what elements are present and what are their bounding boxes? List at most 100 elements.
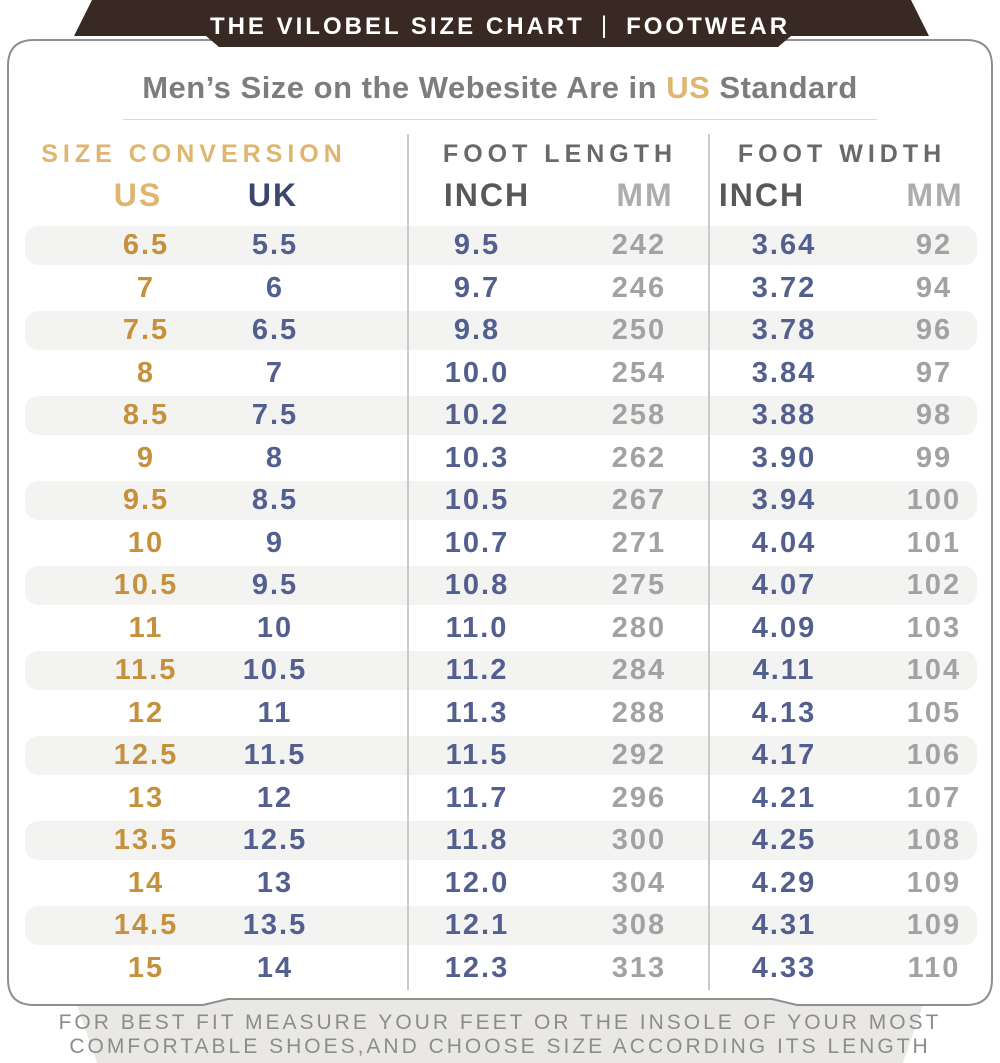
cell-width-mm: 104 — [906, 654, 962, 686]
cell-width-inch: 3.84 — [751, 356, 817, 389]
cell-uk-size: 10.5 — [242, 654, 308, 686]
cell-width-inch: 4.04 — [751, 526, 817, 559]
cell-uk-size: 12.5 — [242, 824, 308, 856]
table-row: 7.5 6.5 9.8 250 3.78 96 — [25, 309, 977, 352]
group-header-foot-length: FOOT LENGTH — [442, 140, 678, 168]
cell-length-inch: 11.2 — [445, 654, 509, 686]
cell-length-mm: 262 — [611, 441, 667, 474]
table-row: 11 10 11.0 280 4.09 103 — [25, 607, 977, 650]
cell-length-inch: 11.3 — [445, 696, 509, 729]
group-header-size-conversion: SIZE CONVERSION — [41, 140, 347, 168]
cell-width-mm: 92 — [915, 229, 953, 261]
cell-length-inch: 10.7 — [444, 526, 510, 559]
cell-width-inch: 3.88 — [751, 399, 817, 431]
cell-us-size: 6.5 — [122, 229, 170, 261]
cell-width-mm: 101 — [906, 526, 962, 559]
cell-length-inch: 10.5 — [444, 484, 510, 516]
cell-uk-size: 12 — [256, 781, 294, 814]
group-header-foot-width: FOOT WIDTH — [737, 140, 947, 168]
table-row: 6.5 5.5 9.5 242 3.64 92 — [25, 224, 977, 267]
cell-us-size: 8.5 — [122, 399, 170, 431]
table-row: 8.5 7.5 10.2 258 3.88 98 — [25, 394, 977, 437]
banner-title-left: THE VILOBEL SIZE CHART — [209, 13, 585, 40]
banner-title: THE VILOBEL SIZE CHART | FOOTWEAR — [0, 12, 1000, 41]
cell-width-mm: 99 — [915, 441, 953, 474]
page-title-prefix: Men’s Size on the Webesite Are in — [142, 70, 667, 105]
cell-length-mm: 271 — [611, 526, 667, 559]
table-row: 10.5 9.5 10.8 275 4.07 102 — [25, 564, 977, 607]
cell-length-inch: 10.0 — [444, 356, 510, 389]
table-row: 9.5 8.5 10.5 267 3.94 100 — [25, 479, 977, 522]
cell-us-size: 9.5 — [122, 484, 170, 516]
cell-width-inch: 4.09 — [751, 611, 817, 644]
footer-bar-shape — [77, 999, 923, 1063]
cell-us-size: 13 — [127, 781, 165, 814]
cell-us-size: 15 — [127, 951, 165, 984]
cell-us-size: 14.5 — [113, 909, 179, 941]
cell-uk-size: 13.5 — [242, 909, 308, 941]
cell-length-mm: 288 — [611, 696, 667, 729]
cell-uk-size: 6.5 — [251, 314, 299, 346]
cell-uk-size: 11.5 — [243, 739, 307, 771]
cell-uk-size: 6 — [265, 271, 285, 304]
cell-width-inch: 3.78 — [751, 314, 817, 346]
cell-width-mm: 102 — [906, 569, 962, 601]
cell-us-size: 11 — [128, 611, 164, 644]
cell-uk-size: 14 — [256, 951, 294, 984]
cell-length-mm: 292 — [611, 739, 667, 771]
cell-length-mm: 258 — [611, 399, 667, 431]
cell-us-size: 11.5 — [114, 654, 178, 686]
table-row: 8 7 10.0 254 3.84 97 — [25, 352, 977, 395]
cell-length-inch: 11.5 — [445, 739, 509, 771]
cell-width-mm: 109 — [906, 866, 962, 899]
cell-width-mm: 107 — [906, 781, 962, 814]
cell-length-inch: 9.5 — [453, 229, 501, 261]
cell-length-mm: 250 — [611, 314, 667, 346]
cell-uk-size: 9 — [265, 526, 285, 559]
cell-width-mm: 98 — [915, 399, 953, 431]
cell-uk-size: 13 — [256, 866, 294, 899]
cell-width-inch: 4.07 — [751, 569, 817, 601]
cell-length-mm: 275 — [611, 569, 667, 601]
cell-width-inch: 4.31 — [751, 909, 817, 941]
table-row: 9 8 10.3 262 3.90 99 — [25, 437, 977, 480]
cell-us-size: 9 — [136, 441, 156, 474]
cell-width-inch: 4.11 — [752, 654, 816, 686]
column-header-length-mm: MM — [616, 177, 674, 213]
table-row: 12.5 11.5 11.5 292 4.17 106 — [25, 734, 977, 777]
cell-length-inch: 11.0 — [445, 611, 509, 644]
column-header-width-inch: INCH — [718, 177, 806, 213]
table-row: 13.5 12.5 11.8 300 4.25 108 — [25, 819, 977, 862]
cell-us-size: 7 — [136, 271, 156, 304]
table-row: 10 9 10.7 271 4.04 101 — [25, 522, 977, 565]
cell-length-mm: 300 — [611, 824, 667, 856]
cell-width-inch: 4.33 — [751, 951, 817, 984]
column-header-us: US — [113, 177, 163, 213]
cell-length-mm: 267 — [611, 484, 667, 516]
title-divider-line — [123, 119, 877, 120]
cell-us-size: 10 — [127, 526, 165, 559]
table-row: 14 13 12.0 304 4.29 109 — [25, 862, 977, 905]
cell-us-size: 8 — [136, 356, 156, 389]
footer-note-line2: COMFORTABLE SHOES,AND CHOOSE SIZE ACCORD… — [69, 1035, 931, 1058]
cell-width-mm: 106 — [906, 739, 962, 771]
cell-uk-size: 10 — [256, 611, 294, 644]
cell-length-mm: 254 — [611, 356, 667, 389]
table-row: 14.5 13.5 12.1 308 4.31 109 — [25, 904, 977, 947]
cell-uk-size: 9.5 — [251, 569, 299, 601]
cell-width-mm: 103 — [906, 611, 962, 644]
cell-length-mm: 280 — [611, 611, 667, 644]
cell-us-size: 13.5 — [113, 824, 179, 856]
cell-width-inch: 4.29 — [751, 866, 817, 899]
cell-length-mm: 246 — [611, 271, 667, 304]
footer-note: FOR BEST FIT MEASURE YOUR FEET OR THE IN… — [0, 1011, 1000, 1059]
cell-width-mm: 109 — [906, 909, 962, 941]
cell-width-mm: 110 — [907, 951, 961, 984]
cell-width-inch: 4.17 — [751, 739, 817, 771]
cell-width-mm: 97 — [915, 356, 953, 389]
cell-width-inch: 3.94 — [751, 484, 817, 516]
cell-us-size: 12.5 — [113, 739, 179, 771]
cell-us-size: 12 — [127, 696, 165, 729]
cell-width-inch: 4.13 — [751, 696, 817, 729]
